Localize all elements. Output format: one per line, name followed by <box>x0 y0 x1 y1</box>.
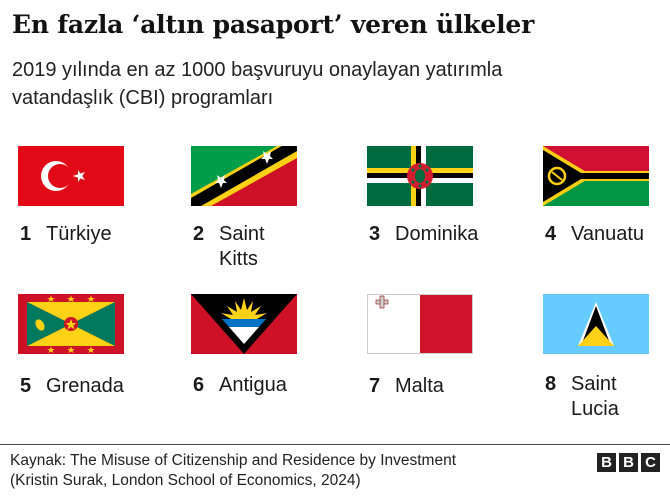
flag-malta <box>367 294 473 354</box>
subtitle-line-2: vatandaşlık (CBI) programları <box>12 87 274 109</box>
flag-saint-kitts <box>191 146 297 206</box>
bbc-logo: B B C <box>597 453 660 472</box>
rank-number: 2 <box>193 223 205 245</box>
rank-number: 8 <box>545 373 557 395</box>
country-label-3: 3 Dominika <box>369 222 529 272</box>
subtitle-line-1: 2019 yılında en az 1000 başvuruyu onayla… <box>12 59 503 81</box>
country-name: Saint Lucia <box>571 373 619 420</box>
page-title: En fazla ‘altın pasaport’ veren ülkeler <box>12 10 535 39</box>
country-name: Malta <box>395 375 444 397</box>
country-name: Antigua <box>219 374 287 396</box>
flag-dominika <box>367 146 473 206</box>
rank-number: 6 <box>193 374 205 396</box>
country-name: Vanuatu <box>571 223 645 245</box>
rank-number: 1 <box>20 223 32 245</box>
flag-saint-lucia <box>543 294 649 354</box>
flag-vanuatu <box>543 146 649 206</box>
source-line-1: Kaynak: The Misuse of Citizenship and Re… <box>10 452 457 469</box>
rank-number: 3 <box>369 223 381 245</box>
country-label-1: 1 Türkiye <box>20 222 180 272</box>
bbc-logo-letter: C <box>641 453 660 472</box>
rank-number: 4 <box>545 223 557 245</box>
country-label-6: 6 Antigua <box>193 373 353 423</box>
flag-grenada <box>18 294 124 354</box>
country-label-2: 2 Saint Kitts <box>193 222 353 272</box>
country-label-5: 5 Grenada <box>20 374 180 424</box>
rank-number: 5 <box>20 375 32 397</box>
bbc-logo-letter: B <box>619 453 638 472</box>
page-subtitle: 2019 yılında en az 1000 başvuruyu onayla… <box>12 56 632 112</box>
source-line-2: (Kristin Surak, London School of Economi… <box>10 472 361 489</box>
bbc-logo-letter: B <box>597 453 616 472</box>
flag-turkiye <box>18 146 124 206</box>
country-name: Dominika <box>395 223 479 245</box>
source-note: Kaynak: The Misuse of Citizenship and Re… <box>10 451 456 491</box>
country-name: Grenada <box>46 375 124 397</box>
country-label-7: 7 Malta <box>369 374 529 424</box>
country-name: Saint Kitts <box>219 223 265 270</box>
country-label-4: 4 Vanuatu <box>545 222 665 272</box>
country-name: Türkiye <box>46 223 112 245</box>
country-label-8: 8 Saint Lucia <box>545 372 665 422</box>
footer-divider <box>0 444 670 445</box>
rank-number: 7 <box>369 375 381 397</box>
flag-antigua <box>191 294 297 354</box>
